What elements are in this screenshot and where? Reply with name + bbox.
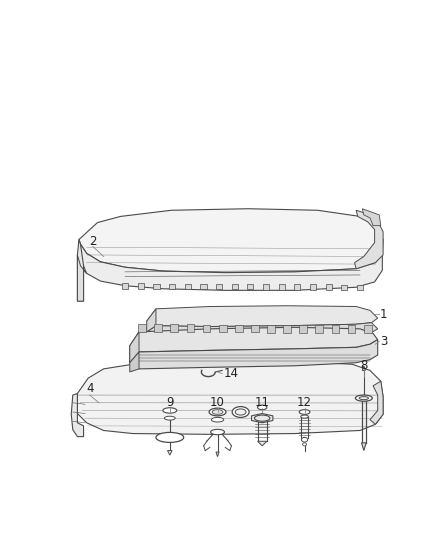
Ellipse shape [301, 415, 308, 418]
Polygon shape [130, 327, 378, 352]
Text: 8: 8 [360, 359, 367, 372]
Text: 4: 4 [86, 382, 93, 395]
Polygon shape [130, 352, 139, 372]
Polygon shape [362, 209, 381, 225]
Polygon shape [219, 325, 226, 332]
Polygon shape [247, 284, 254, 289]
Ellipse shape [163, 408, 177, 413]
Polygon shape [203, 325, 210, 332]
Polygon shape [355, 210, 383, 269]
Polygon shape [263, 284, 269, 289]
Polygon shape [79, 209, 383, 273]
Polygon shape [71, 393, 84, 437]
Polygon shape [364, 325, 371, 333]
Ellipse shape [212, 410, 223, 414]
Ellipse shape [232, 407, 249, 417]
Polygon shape [310, 284, 316, 290]
Ellipse shape [303, 443, 307, 446]
Polygon shape [251, 325, 259, 333]
Polygon shape [78, 361, 383, 434]
Polygon shape [147, 306, 378, 327]
Polygon shape [258, 441, 267, 446]
Text: 3: 3 [380, 335, 388, 348]
Polygon shape [279, 284, 285, 289]
Polygon shape [300, 325, 307, 333]
Text: 12: 12 [297, 396, 312, 409]
Polygon shape [315, 325, 323, 333]
Polygon shape [361, 443, 366, 450]
Ellipse shape [209, 408, 226, 416]
Polygon shape [362, 366, 365, 370]
Polygon shape [216, 284, 222, 289]
Polygon shape [169, 284, 175, 289]
Ellipse shape [355, 395, 372, 401]
Polygon shape [122, 284, 128, 289]
Ellipse shape [211, 429, 225, 435]
Polygon shape [154, 324, 162, 332]
Polygon shape [78, 239, 84, 301]
Polygon shape [232, 284, 238, 289]
Ellipse shape [156, 432, 184, 442]
Polygon shape [325, 285, 332, 290]
Polygon shape [267, 325, 275, 333]
Ellipse shape [258, 405, 267, 410]
Text: 9: 9 [166, 396, 173, 409]
Polygon shape [130, 340, 378, 369]
Text: 2: 2 [89, 235, 96, 247]
Polygon shape [216, 452, 219, 457]
Polygon shape [138, 324, 146, 332]
Polygon shape [370, 381, 383, 424]
Polygon shape [357, 285, 363, 290]
Polygon shape [294, 284, 300, 289]
Polygon shape [341, 285, 347, 290]
Polygon shape [283, 325, 291, 333]
Text: 1: 1 [380, 308, 388, 321]
Polygon shape [200, 284, 206, 289]
Polygon shape [130, 332, 139, 363]
Polygon shape [185, 284, 191, 289]
Polygon shape [147, 322, 378, 337]
Polygon shape [167, 450, 172, 455]
Polygon shape [138, 284, 144, 289]
Polygon shape [235, 325, 243, 333]
Polygon shape [147, 309, 156, 332]
Text: 14: 14 [224, 367, 239, 380]
Ellipse shape [299, 410, 310, 414]
Polygon shape [348, 325, 355, 333]
Polygon shape [251, 414, 273, 423]
Polygon shape [170, 325, 178, 332]
Ellipse shape [235, 409, 246, 415]
Polygon shape [78, 255, 87, 301]
Text: 10: 10 [210, 396, 225, 409]
Polygon shape [332, 325, 339, 333]
Ellipse shape [164, 416, 175, 420]
Ellipse shape [212, 417, 224, 422]
Polygon shape [187, 325, 194, 332]
Polygon shape [81, 244, 382, 290]
Ellipse shape [359, 397, 368, 400]
Ellipse shape [301, 438, 307, 442]
Text: 11: 11 [255, 396, 270, 409]
Polygon shape [153, 284, 159, 289]
